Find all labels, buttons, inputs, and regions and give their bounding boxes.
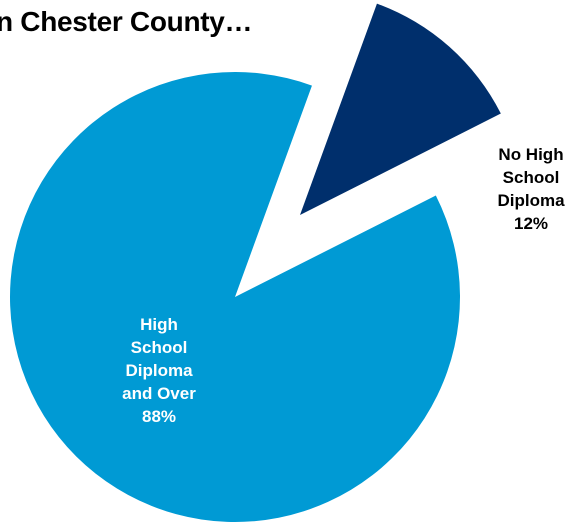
slice-label-line: School — [503, 168, 560, 187]
chart-title: n Chester County… — [0, 6, 253, 37]
pie-slice-no-high-school-diploma — [300, 3, 501, 216]
slice-label-line: and Over — [122, 384, 196, 403]
slice-label-line: High — [140, 315, 178, 334]
slice-label-line: Diploma — [125, 361, 193, 380]
pie-slice-high-school-diploma-and-over — [9, 72, 461, 523]
slice-label-line: No High — [498, 145, 563, 164]
pie-labels: High School Diploma and Over 88% No High Schoo… — [122, 145, 565, 426]
slice-value-label: 88% — [142, 407, 176, 426]
pie-slices — [9, 3, 501, 523]
slice-label-line: School — [131, 338, 188, 357]
slice-label-no-high-school-diploma: No High School Diploma 12% — [497, 145, 565, 233]
slice-label-line: Diploma — [497, 191, 565, 210]
slice-label-high-school-diploma-and-over: High School Diploma and Over 88% — [122, 315, 196, 426]
slice-value-label: 12% — [514, 214, 548, 233]
